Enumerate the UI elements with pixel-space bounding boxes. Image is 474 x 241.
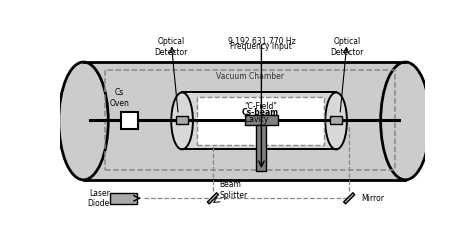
FancyBboxPatch shape xyxy=(110,193,137,204)
Text: Cs-beam: Cs-beam xyxy=(242,108,279,117)
Text: Frequency Input: Frequency Input xyxy=(230,42,292,51)
Text: Cs
Oven: Cs Oven xyxy=(110,88,130,108)
Text: Optical
Detector: Optical Detector xyxy=(330,37,364,57)
Bar xyxy=(245,115,278,125)
Polygon shape xyxy=(344,193,355,204)
Bar xyxy=(330,116,342,124)
Bar xyxy=(256,125,266,171)
Ellipse shape xyxy=(171,93,193,149)
Bar xyxy=(105,70,395,170)
Ellipse shape xyxy=(325,93,347,149)
Bar xyxy=(83,62,405,180)
Text: "C-Field": "C-Field" xyxy=(244,102,277,111)
Text: Optical
Detector: Optical Detector xyxy=(155,37,188,57)
Text: Beam
Splitter: Beam Splitter xyxy=(219,181,247,200)
Text: Vacuum Chamber: Vacuum Chamber xyxy=(216,72,284,81)
Text: Mirror: Mirror xyxy=(362,194,384,203)
Polygon shape xyxy=(207,193,219,204)
Bar xyxy=(121,112,138,129)
Bar xyxy=(176,116,188,124)
Bar xyxy=(182,93,336,149)
Ellipse shape xyxy=(59,62,108,180)
Ellipse shape xyxy=(381,62,430,180)
Text: Cavity: Cavity xyxy=(245,115,269,124)
Text: 9,192,631,770 Hz: 9,192,631,770 Hz xyxy=(228,37,295,46)
Text: Laser
Diode: Laser Diode xyxy=(88,189,109,208)
Bar xyxy=(198,97,324,145)
